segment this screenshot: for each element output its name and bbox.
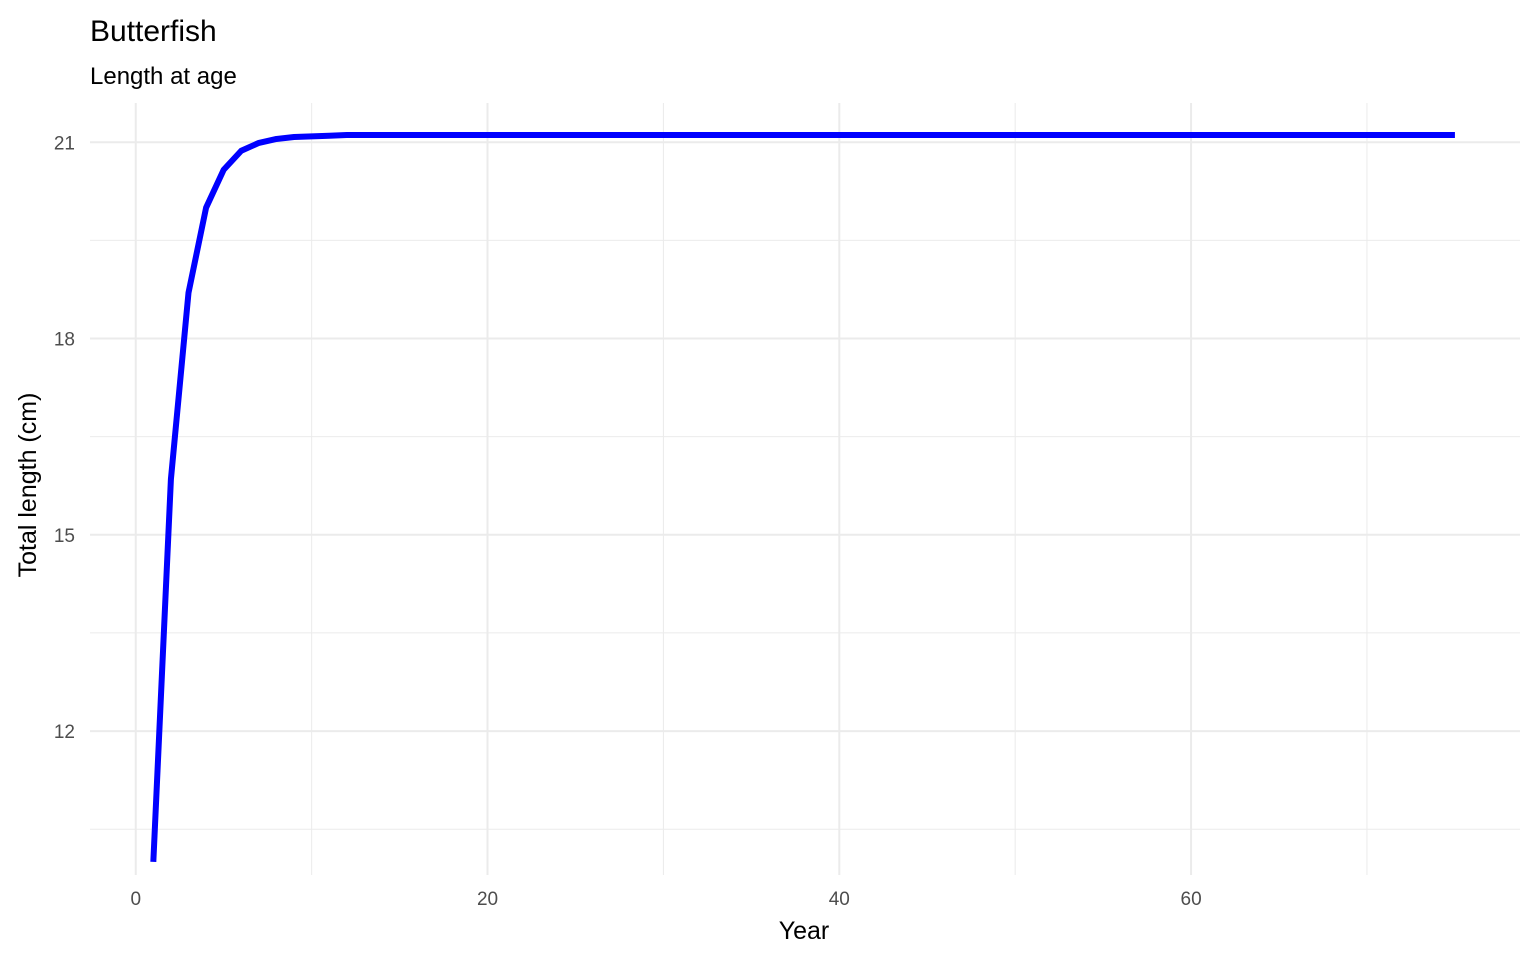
y-tick-label: 21	[54, 133, 75, 154]
x-tick-label: 0	[130, 889, 141, 910]
x-tick-label: 40	[829, 889, 850, 910]
series-line-1	[150, 132, 1455, 863]
y-axis-tick-labels: 12 15 18 21	[54, 133, 75, 743]
x-axis-tick-labels: 0 20 40 60	[130, 889, 1201, 910]
x-tick-label: 20	[477, 889, 498, 910]
minor-gridlines	[90, 103, 1520, 875]
y-axis-title: Total length (cm)	[14, 393, 42, 578]
x-tick-label: 60	[1181, 889, 1202, 910]
chart-subtitle: Length at age	[90, 63, 237, 90]
x-axis-title: Year	[779, 917, 830, 945]
y-tick-label: 12	[54, 722, 75, 743]
major-gridlines	[90, 103, 1520, 875]
y-tick-label: 15	[54, 526, 75, 547]
series-layer	[150, 132, 1455, 863]
y-tick-label: 18	[54, 330, 75, 351]
chart-title: Butterfish	[90, 15, 217, 48]
